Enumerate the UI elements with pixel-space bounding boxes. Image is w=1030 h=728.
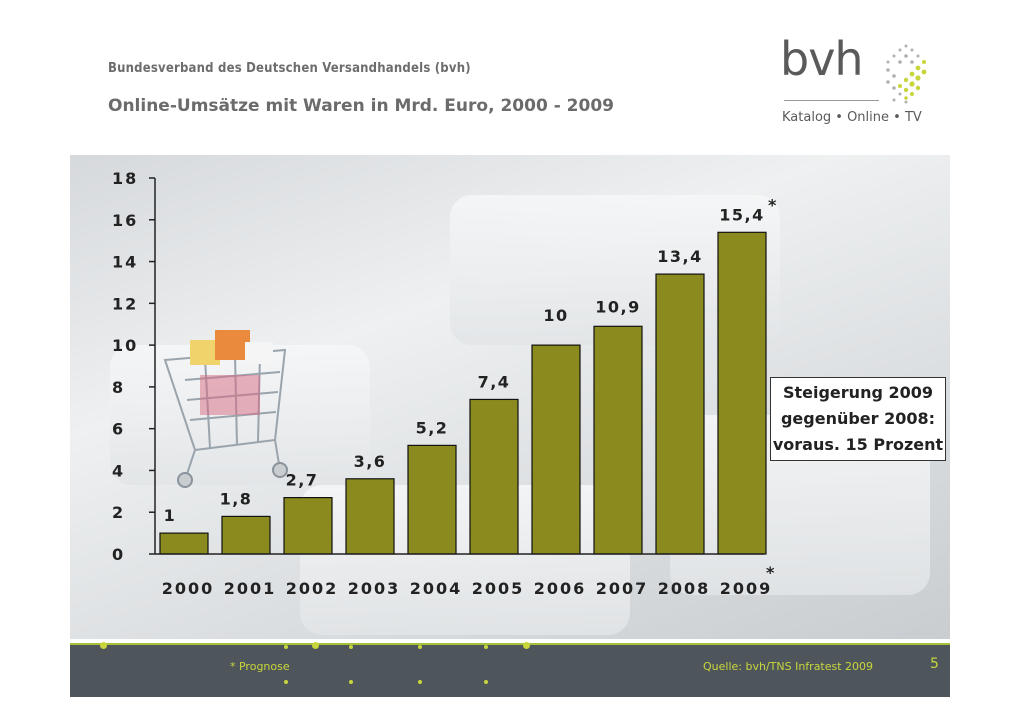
data-label-2008: 13,4 [657,247,702,266]
y-tick-label: 4 [112,461,125,480]
bvh-logo: bvh Katalog • Online • TV [780,32,945,135]
data-label-2003: 3,6 [354,452,387,471]
footer-dot [100,642,107,649]
x-tick-label-2004: 2004 [410,579,463,598]
x-tick-label-2008: 2008 [658,579,711,598]
data-label-2002: 2,7 [286,471,319,490]
x-tick-label-2005: 2005 [472,579,525,598]
footer-dot [484,645,488,649]
logo-tagline: Katalog • Online • TV [782,110,922,125]
logo-divider [784,100,879,101]
x-tick-label-2002: 2002 [286,579,339,598]
y-tick-label: 2 [112,503,125,522]
footer-dot [284,645,288,649]
x-tick-label-2007: 2007 [596,579,649,598]
footer-dot [312,642,319,649]
callout-line-2: gegenüber 2008: [780,409,936,428]
bar-2005 [469,398,519,555]
organization-name: Bundesverband des Deutschen Versandhande… [108,61,471,76]
y-tick-label: 14 [112,253,138,272]
logo-wordmark: bvh [780,32,864,86]
footer-dot [418,645,422,649]
y-tick-label: 16 [112,211,138,230]
slide-title: Online-Umsätze mit Waren in Mrd. Euro, 2… [108,96,614,116]
bar-2007 [593,325,643,555]
logo-dots-icon [886,44,927,104]
y-tick-label: 0 [112,545,125,564]
forecast-marker-axis: * [766,563,775,582]
x-tick-label-2003: 2003 [348,579,401,598]
source-note: Quelle: bvh/TNS Infratest 2009 [703,660,874,673]
bar-2001 [221,515,271,555]
footer-bar [70,645,950,697]
bar-2003 [345,478,395,555]
bar-2006 [531,344,581,555]
data-label-2009: 15,4 [719,205,764,224]
footer-dot [484,680,488,684]
forecast-note: * Prognose [230,660,290,673]
data-label-2006: 10 [543,306,568,325]
x-tick-label-2009: 2009 [720,579,773,598]
bar-2008 [655,273,705,555]
bar-2000 [159,532,209,555]
x-tick-label-2001: 2001 [224,579,277,598]
data-label-2001: 1,8 [220,489,253,508]
data-label-2004: 5,2 [416,418,449,437]
footer-dot [349,645,353,649]
callout-line-3: voraus. 15 Prozent [772,435,944,454]
growth-callout: Steigerung 2009 gegenüber 2008: voraus. … [770,377,946,461]
y-tick-label: 12 [112,294,138,313]
footer-dot [523,642,530,649]
bar-2002 [283,497,333,555]
footer-dot [284,680,288,684]
y-tick-label: 8 [112,378,125,397]
forecast-marker-bar: * [768,195,777,214]
bar-2009 [717,231,767,555]
shopping-cart-icon [163,330,288,488]
page-number: 5 [930,656,939,672]
x-tick-label-2000: 2000 [162,579,215,598]
callout-line-1: Steigerung 2009 [782,383,934,402]
footer-dot [349,680,353,684]
data-label-2000: 1 [164,506,177,525]
footer-accent-line [70,643,950,646]
y-tick-label: 10 [112,336,138,355]
bar-2004 [407,444,457,555]
data-label-2005: 7,4 [478,372,511,391]
y-tick-label: 6 [112,420,125,439]
y-tick-label: 18 [112,169,138,188]
x-tick-label-2006: 2006 [534,579,587,598]
data-label-2007: 10,9 [595,297,640,316]
footer-dot [418,680,422,684]
